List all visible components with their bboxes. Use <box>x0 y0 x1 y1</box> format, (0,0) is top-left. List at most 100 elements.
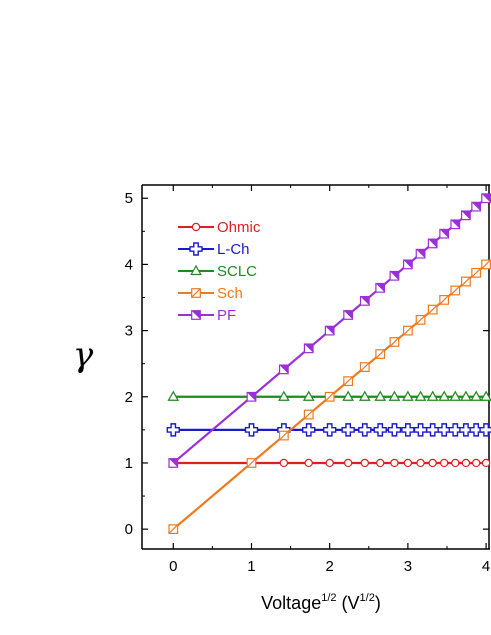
data-point-ohmic <box>428 458 437 468</box>
data-point-sch <box>415 314 426 325</box>
data-point-pf <box>471 201 482 212</box>
data-point-ohmic <box>343 458 353 468</box>
data-point-sclc <box>374 390 387 401</box>
legend-label: L-Ch <box>217 241 250 258</box>
data-point-sch <box>427 304 438 315</box>
data-point-pf <box>246 391 257 402</box>
data-point-l-ch <box>469 423 483 437</box>
data-point-sclc <box>414 390 427 401</box>
data-point-pf <box>450 219 461 230</box>
data-point-sch <box>343 376 354 387</box>
data-point-pf <box>375 282 386 293</box>
data-point-sch <box>461 276 471 287</box>
data-point-sch <box>324 391 335 402</box>
data-point-sch <box>375 349 386 359</box>
data-point-l-ch <box>358 423 372 437</box>
legend-marker <box>190 264 202 276</box>
legend-label: Sch <box>217 285 243 302</box>
data-point-sclc <box>342 390 354 401</box>
y-axis-label: γ <box>73 335 94 375</box>
data-point-ohmic <box>471 458 481 468</box>
data-point-sclc <box>402 390 414 401</box>
data-point-ohmic <box>279 458 289 468</box>
x-tick-label: 2 <box>326 558 334 575</box>
legend-label: PF <box>217 307 236 324</box>
data-point-pf <box>415 248 426 259</box>
data-point-sch <box>402 325 413 336</box>
data-point-sclc <box>278 390 290 401</box>
data-point-pf <box>168 458 179 468</box>
data-point-l-ch <box>387 423 402 437</box>
data-point-ohmic <box>325 458 334 468</box>
x-tick-label: 4 <box>482 558 490 575</box>
y-tick-label: 4 <box>125 256 133 273</box>
y-tick-label: 2 <box>125 389 133 406</box>
data-point-ohmic <box>451 458 460 468</box>
legend-label: SCLC <box>217 263 257 280</box>
legend-label: Ohmic <box>217 219 261 236</box>
data-point-pf <box>402 259 413 270</box>
data-point-pf <box>481 193 491 204</box>
data-point-sch <box>481 259 491 270</box>
data-point-pf <box>359 295 370 306</box>
y-tick-label: 0 <box>125 521 133 538</box>
data-point-pf <box>324 325 335 336</box>
data-point-l-ch <box>373 423 387 437</box>
data-point-sch <box>168 524 179 535</box>
legend-marker <box>191 222 201 232</box>
data-point-sclc <box>302 390 315 401</box>
data-point-ohmic <box>461 458 471 468</box>
data-point-sclc <box>470 390 482 401</box>
x-tick-label: 1 <box>247 558 255 575</box>
data-point-sclc <box>480 390 491 401</box>
data-point-sch <box>389 337 400 347</box>
data-point-sch <box>303 409 314 420</box>
y-tick-label: 1 <box>125 455 133 472</box>
data-point-sclc <box>388 390 401 401</box>
data-point-l-ch <box>341 423 355 437</box>
data-point-sclc <box>167 390 180 401</box>
data-point-sch <box>450 285 461 296</box>
data-point-sclc <box>426 390 439 401</box>
data-point-pf <box>343 310 354 320</box>
data-point-l-ch <box>322 423 337 437</box>
data-point-l-ch <box>401 423 415 437</box>
data-point-pf <box>303 343 314 354</box>
data-point-sclc <box>358 390 371 401</box>
x-axis-label: Voltage1/2 (V1/2) <box>261 592 381 613</box>
data-point-l-ch <box>244 423 259 437</box>
data-point-l-ch <box>437 423 451 437</box>
legend-marker <box>189 242 203 256</box>
data-point-ohmic <box>376 458 385 468</box>
x-tick-label: 0 <box>169 558 177 575</box>
data-point-ohmic <box>390 458 399 468</box>
data-point-l-ch <box>448 423 462 437</box>
data-point-ohmic <box>403 458 413 468</box>
data-point-ohmic <box>416 458 425 468</box>
data-point-pf <box>389 270 400 281</box>
data-point-sch <box>439 294 450 305</box>
legend-marker <box>191 288 201 298</box>
data-point-l-ch <box>166 423 180 437</box>
data-point-l-ch <box>479 423 491 437</box>
legend: Ohmic L-Ch SCLC Sch PF <box>178 219 261 324</box>
data-point-sch <box>246 458 257 468</box>
data-point-sclc <box>449 390 462 401</box>
data-point-ohmic <box>360 458 369 468</box>
data-point-l-ch <box>425 423 440 437</box>
data-point-ohmic <box>481 458 491 468</box>
data-point-pf <box>461 210 471 221</box>
data-point-sch <box>278 430 289 441</box>
data-point-sclc <box>460 390 472 401</box>
data-point-pf <box>427 238 438 249</box>
data-point-ohmic <box>304 458 313 468</box>
legend-marker <box>191 310 201 320</box>
y-tick-label: 3 <box>125 323 133 340</box>
x-tick-label: 3 <box>404 558 412 575</box>
data-point-sch <box>471 267 482 278</box>
data-point-pf <box>278 364 289 375</box>
data-point-sch <box>359 362 370 372</box>
data-point-l-ch <box>459 423 473 437</box>
y-tick-label: 5 <box>125 190 133 207</box>
